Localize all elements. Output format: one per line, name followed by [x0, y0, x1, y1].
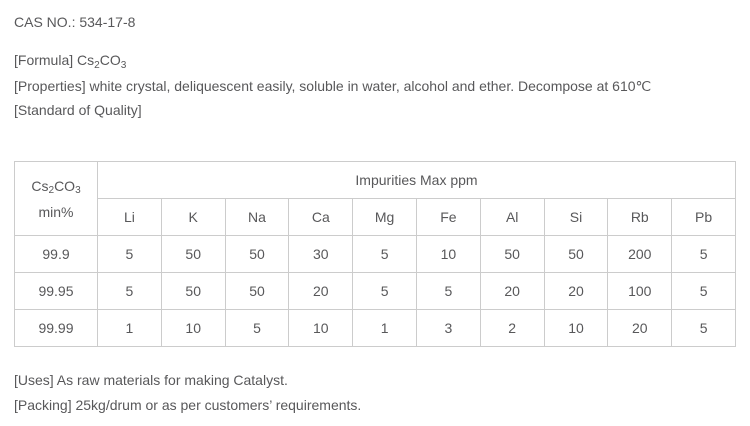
packing-line: [Packing] 25kg/drum or as per customers’… [14, 397, 362, 413]
column-header-pb: Pb [671, 198, 736, 236]
table-header-row-1: Cs2CO3 min% Impurities Max ppm [14, 161, 736, 236]
corner-min-percent: min% [38, 203, 74, 220]
table-row: 99.95 5 50 50 20 5 5 20 20 100 5 [14, 272, 736, 310]
column-header-na: Na [224, 198, 290, 236]
table-cell: 50 [479, 235, 545, 273]
table-cell: 5 [671, 235, 736, 273]
table-cell: 50 [224, 272, 290, 310]
cas-number: CAS NO.: 534-17-8 [14, 10, 736, 34]
impurities-table: Cs2CO3 min% Impurities Max ppm Li K Na C… [14, 161, 736, 347]
purity-cell: 99.9 [14, 235, 98, 273]
formula-label: [Formula] [14, 52, 78, 68]
corner-formula-subscript: 2 [48, 185, 55, 197]
column-header-rb: Rb [607, 198, 673, 236]
table-cell: 2 [479, 309, 545, 347]
table-cell: 1 [97, 309, 162, 347]
formula-symbol-part: CO [99, 52, 121, 68]
column-header-al: Al [479, 198, 545, 236]
table-cell: 50 [160, 272, 226, 310]
properties-line: [Properties] white crystal, deliquescent… [14, 78, 652, 94]
column-header-ca: Ca [288, 198, 354, 236]
table-cell: 50 [160, 235, 226, 273]
table-cell: 10 [415, 235, 481, 273]
uses-line: [Uses] As raw materials for making Catal… [14, 372, 288, 388]
table-corner-cell: Cs2CO3 min% [14, 161, 98, 236]
formula-subscript: 2 [94, 59, 100, 71]
table-row: 99.99 1 10 5 10 1 3 2 10 20 5 [14, 309, 736, 347]
table-cell: 50 [543, 235, 609, 273]
table-cell: 100 [607, 272, 673, 310]
table-cell: 5 [671, 272, 736, 310]
table-cell: 1 [352, 309, 417, 347]
table-cell: 5 [352, 235, 417, 273]
table-cell: 30 [288, 235, 354, 273]
corner-formula-part: Cs [31, 177, 49, 194]
table-cell: 50 [224, 235, 290, 273]
table-cell: 3 [415, 309, 481, 347]
formula-line: [Formula] Cs2CO3 [14, 48, 736, 72]
table-cell: 10 [288, 309, 354, 347]
purity-cell: 99.99 [14, 309, 98, 347]
table-cell: 10 [160, 309, 226, 347]
purity-cell: 99.95 [14, 272, 98, 310]
standard-of-quality-heading: [Standard of Quality] [14, 102, 142, 118]
column-header-k: K [160, 198, 226, 236]
column-header-li: Li [97, 198, 162, 236]
cas-number-text: CAS NO.: 534-17-8 [14, 14, 136, 30]
element-header-row: Li K Na Ca Mg Fe Al Si Rb Pb [15, 198, 736, 236]
corner-formula-part: CO [54, 177, 76, 194]
table-cell: 20 [607, 309, 673, 347]
corner-formula: Cs2CO3 [31, 177, 81, 197]
column-header-fe: Fe [415, 198, 481, 236]
formula-symbol-part: Cs [77, 52, 95, 68]
table-cell: 5 [224, 309, 290, 347]
table-cell: 20 [543, 272, 609, 310]
corner-formula-subscript: 3 [75, 185, 81, 197]
formula-subscript: 3 [120, 59, 127, 71]
table-cell: 5 [671, 309, 736, 347]
table-cell: 20 [288, 272, 354, 310]
table-cell: 5 [352, 272, 417, 310]
table-cell: 10 [543, 309, 609, 347]
table-cell: 20 [479, 272, 545, 310]
impurities-max-ppm-header: Impurities Max ppm [97, 161, 736, 199]
table-row: 99.9 5 50 50 30 5 10 50 50 200 5 [14, 235, 736, 273]
table-cell: 200 [607, 235, 673, 273]
table-cell: 5 [97, 272, 162, 310]
column-header-si: Si [543, 198, 609, 236]
product-datasheet: CAS NO.: 534-17-8 [Formula] Cs2CO3 [Prop… [14, 10, 736, 417]
table-cell: 5 [415, 272, 481, 310]
table-cell: 5 [97, 235, 162, 273]
column-header-mg: Mg [352, 198, 417, 236]
